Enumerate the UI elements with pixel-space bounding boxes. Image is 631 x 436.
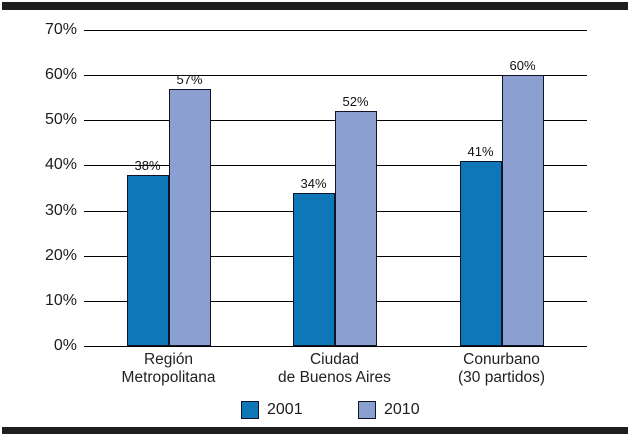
bar-2001-group3 <box>459 160 502 346</box>
gridline-60% <box>84 75 587 76</box>
category-label-group1: Región Metropolitana <box>121 351 216 386</box>
value-label-2001-group1: 38% <box>134 157 161 173</box>
legend-label-2010: 2010 <box>384 401 420 418</box>
y-tick-label-60%: 60% <box>44 66 77 83</box>
value-label-2001-group3: 41% <box>467 143 494 159</box>
value-label-2010-group2: 52% <box>342 94 369 110</box>
legend-item-2001: 2001 <box>241 401 303 419</box>
y-tick-label-70%: 70% <box>44 21 77 38</box>
legend-label-2001: 2001 <box>267 401 303 418</box>
bar-2001-group2 <box>292 192 335 346</box>
top-rule <box>2 2 628 10</box>
bar-2010-group3 <box>501 75 544 346</box>
y-tick-label-50%: 50% <box>44 111 77 128</box>
value-label-2010-group3: 60% <box>509 58 536 74</box>
y-tick-label-20%: 20% <box>44 247 77 264</box>
bottom-rule <box>2 427 628 434</box>
y-tick-label-10%: 10% <box>44 292 77 309</box>
legend-item-2010: 2010 <box>358 401 420 419</box>
gridline-0% <box>84 346 587 347</box>
value-label-2001-group2: 34% <box>300 175 327 191</box>
legend-swatch-2001 <box>241 401 259 419</box>
chart-legend: 2001 2010 <box>0 401 631 423</box>
bar-2010-group1 <box>168 88 211 346</box>
category-label-group3: Conurbano (30 partidos) <box>457 351 545 386</box>
legend-swatch-2010 <box>358 401 376 419</box>
y-tick-label-40%: 40% <box>44 156 77 173</box>
y-tick-label-0%: 0% <box>53 337 77 354</box>
value-label-2010-group1: 57% <box>176 71 203 87</box>
bar-2001-group1 <box>126 174 169 346</box>
bar-2010-group2 <box>334 111 377 346</box>
y-tick-label-30%: 30% <box>44 202 77 219</box>
gridline-70% <box>84 30 587 31</box>
category-label-group2: Ciudad de Buenos Aires <box>278 351 391 386</box>
